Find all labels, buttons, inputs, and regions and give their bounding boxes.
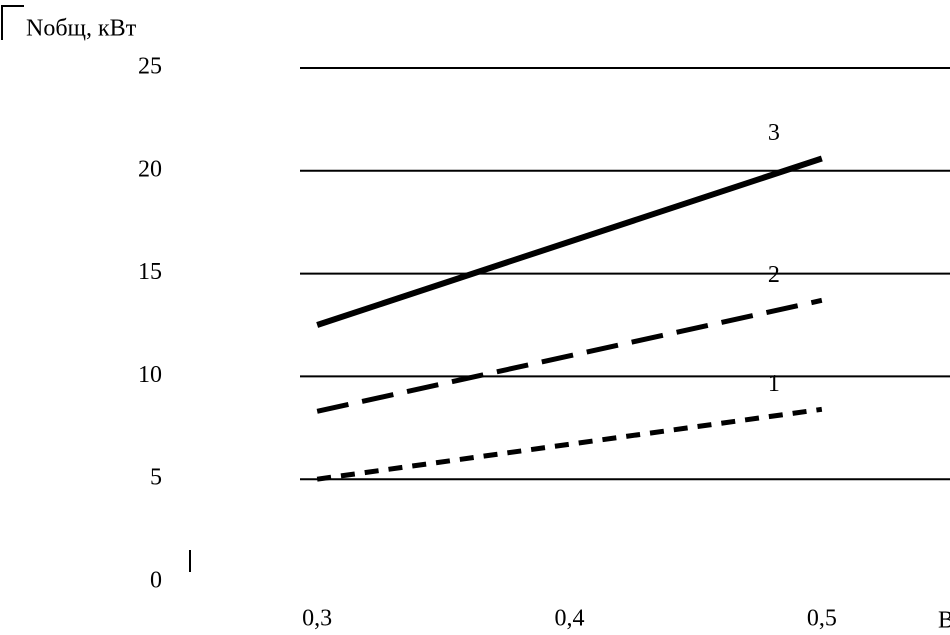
y-tick-label: 15 — [138, 259, 162, 285]
x-axis-label: В — [938, 608, 950, 634]
y-tick-label: 0 — [150, 568, 162, 594]
axis-bracket — [1, 5, 24, 40]
y-axis-label: Nобщ, кВт — [26, 16, 137, 42]
line — [316, 406, 823, 482]
y-tick-label: 25 — [138, 54, 162, 80]
series-label: 2 — [768, 262, 780, 288]
x-tick-label: 0,3 — [302, 606, 332, 632]
y-tick-label: 10 — [138, 362, 162, 388]
series-label: 1 — [768, 371, 780, 397]
y-tick-label: 5 — [150, 465, 162, 491]
line — [316, 297, 823, 414]
line — [316, 155, 823, 328]
x-tick-label: 0,5 — [807, 606, 837, 632]
y-tick-label: 20 — [138, 156, 162, 182]
x-tick-label: 0,4 — [555, 606, 585, 632]
series-label: 3 — [768, 120, 780, 146]
